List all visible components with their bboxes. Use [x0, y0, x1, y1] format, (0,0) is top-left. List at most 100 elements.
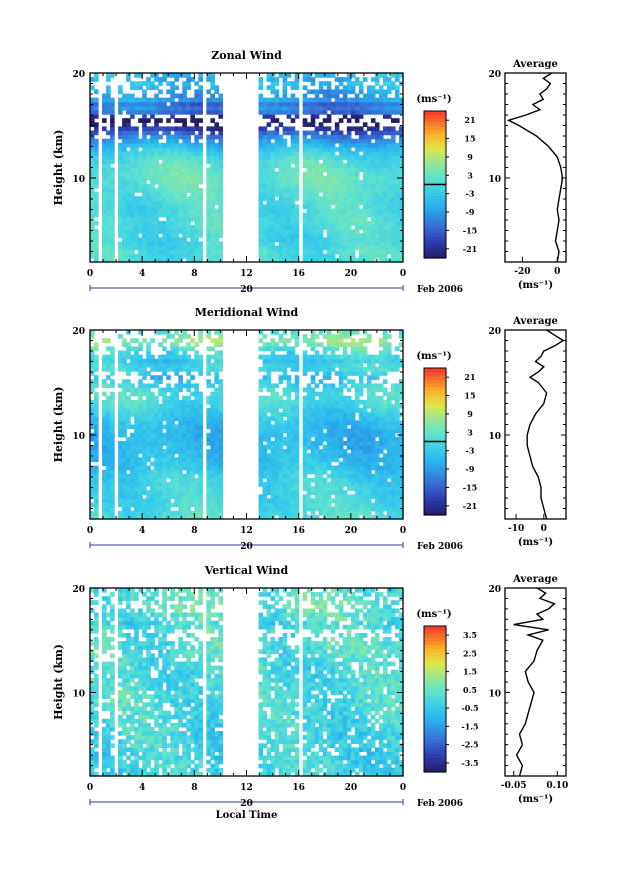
heatmap-cell — [214, 478, 219, 483]
heatmap-cell — [118, 250, 123, 255]
heatmap-cell — [158, 135, 163, 140]
heatmap-cell — [146, 371, 151, 376]
heatmap-cell — [218, 188, 223, 193]
heatmap-cell — [391, 106, 396, 111]
heatmap-cell — [259, 246, 264, 251]
heatmap-cell — [154, 375, 159, 380]
heatmap-cell — [275, 118, 280, 123]
heatmap-cell — [218, 209, 223, 214]
heatmap-cell — [166, 200, 171, 205]
heatmap-cell — [182, 122, 187, 127]
heatmap-cell — [263, 159, 268, 164]
heatmap-cell — [375, 102, 380, 107]
heatmap-cell — [186, 461, 191, 466]
heatmap-cell — [166, 449, 171, 454]
heatmap-cell — [142, 375, 147, 380]
heatmap-cell — [130, 346, 135, 351]
heatmap-cell — [190, 429, 195, 434]
heatmap-cell — [291, 159, 296, 164]
heatmap-cell — [355, 342, 360, 347]
heatmap-cell — [335, 85, 340, 90]
heatmap-cell — [130, 110, 135, 115]
heatmap-cell — [138, 106, 143, 111]
heatmap-cell — [359, 498, 364, 503]
heatmap-cell — [379, 98, 384, 103]
heatmap-cell — [347, 396, 352, 401]
heatmap-cell — [158, 192, 163, 197]
heatmap-cell — [158, 77, 163, 82]
heatmap-cell — [263, 342, 268, 347]
heatmap-cell — [166, 494, 171, 499]
heatmap-cell — [206, 478, 211, 483]
heatmap-cell — [307, 168, 312, 173]
heatmap-cell — [118, 180, 123, 185]
heatmap-cell — [142, 122, 147, 127]
heatmap-cell — [279, 441, 284, 446]
heatmap-cell — [206, 196, 211, 201]
heatmap-cell — [315, 503, 320, 508]
heatmap-cell — [146, 396, 151, 401]
heatmap-cell — [146, 237, 151, 242]
heatmap-cell — [178, 172, 183, 177]
heatmap-cell — [170, 217, 175, 222]
heatmap-cell — [218, 412, 223, 417]
heatmap-cell — [142, 118, 147, 123]
heatmap-cell — [367, 498, 372, 503]
heatmap-cell — [134, 338, 139, 343]
heatmap-cell — [335, 94, 340, 99]
heatmap-cell — [323, 334, 328, 339]
heatmap-cell — [331, 470, 336, 475]
heatmap-cell — [279, 466, 284, 471]
heatmap-cell — [194, 478, 199, 483]
heatmap-cell — [271, 416, 276, 421]
heatmap-cell — [363, 355, 368, 360]
heatmap-cell — [198, 396, 203, 401]
heatmap-cell — [102, 470, 107, 475]
heatmap-cell — [106, 486, 111, 491]
heatmap-cell — [190, 498, 195, 503]
heatmap-cell — [190, 404, 195, 409]
heatmap-cell — [198, 474, 203, 479]
heatmap-cell — [311, 110, 316, 115]
heatmap-cell — [190, 478, 195, 483]
heatmap-cell — [339, 461, 344, 466]
heatmap-cell — [287, 420, 292, 425]
heatmap-cell — [134, 147, 139, 152]
heatmap-cell — [363, 250, 368, 255]
heatmap-cell — [186, 486, 191, 491]
heatmap-cell — [102, 163, 107, 168]
heatmap-cell — [138, 400, 143, 405]
heatmap-cell — [146, 383, 151, 388]
heatmap-cell — [383, 225, 388, 230]
heatmap-cell — [142, 498, 147, 503]
heatmap-cell — [154, 110, 159, 115]
heatmap-cell — [126, 122, 131, 127]
heatmap-cell — [102, 241, 107, 246]
heatmap-cell — [283, 85, 288, 90]
heatmap-cell — [323, 221, 328, 226]
heatmap-cell — [158, 453, 163, 458]
heatmap-cell — [174, 102, 179, 107]
heatmap-cell — [355, 180, 360, 185]
heatmap-cell — [267, 217, 272, 222]
heatmap-cell — [307, 355, 312, 360]
heatmap-cell — [166, 400, 171, 405]
heatmap-cell — [102, 507, 107, 512]
heatmap-cell — [315, 412, 320, 417]
heatmap-cell — [142, 172, 147, 177]
heatmap-cell — [162, 359, 167, 364]
heatmap-cell — [182, 131, 187, 136]
heatmap-cell — [170, 433, 175, 438]
heatmap-cell — [271, 131, 276, 136]
heatmap-cell — [218, 342, 223, 347]
heatmap-cell — [198, 151, 203, 156]
heatmap-cell — [331, 151, 336, 156]
heatmap-cell — [182, 89, 187, 94]
heatmap-cell — [158, 363, 163, 368]
heatmap-cell — [287, 114, 292, 119]
heatmap-cell — [90, 254, 95, 259]
heatmap-cell — [283, 126, 288, 131]
heatmap-cell — [275, 470, 280, 475]
heatmap-cell — [190, 461, 195, 466]
heatmap-cell — [351, 470, 356, 475]
